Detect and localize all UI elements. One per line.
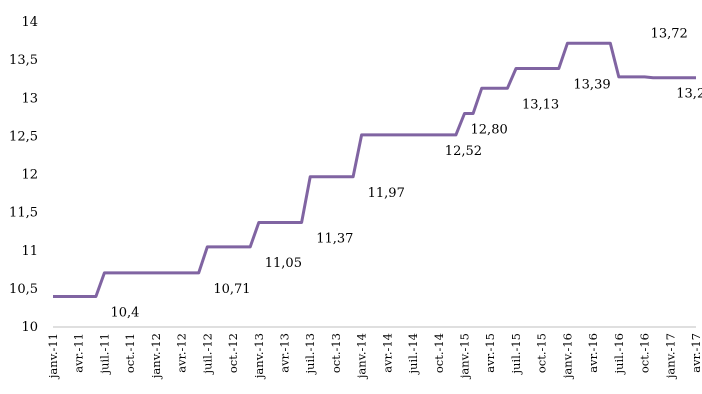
y-tick-label: 11,5 [9, 206, 38, 221]
data-label: 13,27 [676, 87, 702, 102]
y-tick-label: 11 [21, 244, 38, 259]
data-label: 11,97 [368, 186, 405, 201]
x-tick-label: oct.-14 [432, 333, 446, 373]
series-line [53, 41, 696, 298]
x-tick-label: juil.-15 [509, 333, 523, 376]
data-labels: 10,4 10,71 11,05 11,37 11,97 12,52 12,80 13,13 1… [110, 26, 702, 320]
y-tick-label: 10 [21, 320, 38, 335]
x-tick-label: janv.-17 [663, 333, 677, 380]
x-tick-label: oct.-13 [329, 333, 343, 373]
x-tick-label: janv.-13 [252, 333, 266, 380]
x-tick-label: juil.-13 [303, 333, 317, 376]
x-tick-label: janv.-11 [46, 333, 60, 380]
x-tick-label: avr.-16 [586, 333, 600, 373]
data-label: 11,05 [265, 256, 302, 271]
y-tick-label: 12 [21, 168, 38, 183]
x-tick-label: avr.-15 [483, 333, 497, 373]
x-tick-label: avr.-11 [72, 333, 86, 373]
y-tick-label: 10,5 [9, 282, 38, 297]
data-label: 10,71 [213, 282, 250, 297]
x-tick-label: janv.-16 [560, 333, 574, 380]
x-tick-label: janv.-14 [355, 333, 369, 380]
data-label: 12,80 [471, 123, 508, 138]
x-tick-label: oct.-15 [535, 333, 549, 373]
x-tick-label: oct.-12 [226, 333, 240, 373]
x-tick-label: janv.-12 [149, 333, 163, 380]
data-label: 13,72 [651, 26, 688, 41]
x-tick-label: oct.-11 [123, 333, 137, 373]
x-tick-label: juil.-12 [200, 333, 214, 376]
y-tick-label: 12,5 [9, 129, 38, 144]
x-tick-label: juil.-14 [406, 333, 420, 376]
y-tick-label: 13,5 [9, 53, 38, 68]
data-label: 11,37 [316, 232, 353, 247]
x-tick-label: avr.-13 [277, 333, 291, 373]
data-label: 13,13 [522, 97, 559, 112]
x-tick-label: avr.-17 [689, 333, 702, 373]
x-tick-label: oct.-16 [638, 333, 652, 373]
y-tick-label: 13 [21, 91, 38, 106]
x-tick-label: avr.-12 [175, 333, 189, 373]
x-tick-label: avr.-14 [380, 333, 394, 373]
data-label: 10,4 [110, 306, 139, 321]
x-tick-label: janv.-15 [458, 333, 472, 380]
x-tick-label: juil.-16 [612, 333, 626, 376]
y-axis-ticks: 10 10,5 11 11,5 12 12,5 13 13,5 14 [9, 15, 38, 335]
x-axis-ticks: janv.-11 avr.-11 juil.-11 oct.-11 janv.-12 av… [46, 333, 702, 380]
x-tick-label: juil.-11 [97, 333, 111, 376]
data-label: 12,52 [445, 144, 482, 159]
data-label: 13,39 [573, 78, 610, 93]
y-tick-label: 14 [21, 15, 38, 30]
